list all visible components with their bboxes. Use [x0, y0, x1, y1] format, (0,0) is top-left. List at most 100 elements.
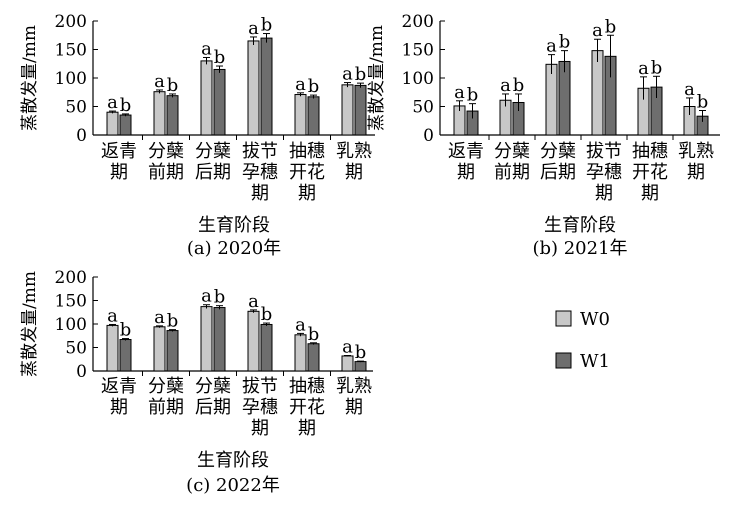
x-tick-label: 期 [345, 397, 363, 418]
legend: W0 W1 [555, 309, 610, 372]
y-tick-label: 0 [76, 126, 87, 146]
x-tick-label: 返青 [101, 376, 137, 397]
significance-label: a [454, 82, 465, 103]
significance-label: a [592, 20, 603, 41]
x-tick-label: 分蘖 [148, 376, 184, 397]
bar-w1 [213, 307, 226, 372]
significance-label: a [107, 92, 118, 113]
x-tick-label: 孕穗 [242, 162, 278, 183]
panel-caption: (b) 2021年 [532, 238, 627, 259]
legend-item-w1: W1 [555, 351, 610, 372]
y-tick-label: 200 [55, 12, 87, 32]
y-axis-label: 蒸散发量/mm [20, 25, 40, 131]
x-tick-label: 期 [298, 418, 316, 439]
significance-label: b [355, 64, 367, 85]
significance-label: a [500, 75, 511, 96]
x-tick-label: 拔节 [586, 141, 622, 162]
y-tick-label: 200 [55, 268, 87, 288]
significance-label: b [605, 16, 617, 37]
bar-w1 [307, 343, 320, 372]
y-tick-label: 100 [55, 69, 87, 89]
x-tick-label: 抽穗 [289, 141, 325, 162]
bar-w0 [247, 40, 260, 136]
bar-w0 [591, 50, 604, 136]
bar-w1 [260, 323, 273, 372]
x-tick-label: 前期 [494, 162, 530, 183]
x-tick-label: 分蘖 [540, 141, 576, 162]
significance-label: a [201, 38, 212, 59]
significance-label: a [154, 71, 165, 92]
bar-w1 [354, 84, 367, 136]
significance-label: a [295, 74, 306, 95]
significance-label: a [295, 314, 306, 335]
significance-label: a [107, 305, 118, 326]
panel-caption: (c) 2022年 [186, 475, 280, 496]
significance-label: a [248, 291, 259, 312]
x-axis-label: 生育阶段 [544, 215, 616, 236]
legend-swatch [555, 310, 572, 327]
y-axis-label: 蒸散发量/mm [20, 271, 40, 377]
y-tick-label: 50 [65, 98, 87, 118]
bar-w0 [200, 306, 213, 372]
bar-w1 [166, 95, 179, 136]
bar-w0 [341, 355, 354, 372]
significance-label: a [638, 58, 649, 79]
x-tick-label: 后期 [195, 397, 231, 418]
significance-label: b [167, 311, 179, 332]
significance-label: a [154, 307, 165, 328]
x-tick-label: 乳熟 [336, 141, 372, 162]
panel-caption: (a) 2020年 [187, 238, 281, 259]
x-tick-label: 乳熟 [336, 376, 372, 397]
significance-label: a [342, 336, 353, 357]
bar-w1 [260, 37, 273, 136]
x-tick-label: 乳熟 [678, 141, 714, 162]
x-tick-label: 期 [457, 162, 475, 183]
significance-label: a [684, 79, 695, 100]
y-tick-label: 100 [402, 69, 434, 89]
significance-label: b [308, 324, 320, 345]
bar-w1 [166, 330, 179, 372]
significance-label: a [546, 36, 557, 57]
x-tick-label: 开花 [289, 162, 325, 183]
bar-w0 [247, 310, 260, 372]
x-axis-label: 生育阶段 [198, 215, 270, 236]
significance-label: b [261, 304, 273, 325]
significance-label: b [167, 75, 179, 96]
y-tick-label: 150 [402, 41, 434, 61]
x-tick-label: 拔节 [242, 141, 278, 162]
significance-label: b [308, 76, 320, 97]
y-axis-label: 蒸散发量/mm [367, 25, 387, 131]
significance-label: b [214, 47, 226, 68]
bar-w1 [558, 60, 571, 136]
legend-label: W1 [580, 351, 610, 372]
x-tick-label: 返青 [448, 141, 484, 162]
significance-label: b [214, 287, 226, 308]
x-tick-label: 期 [687, 162, 705, 183]
x-tick-label: 分蘖 [148, 141, 184, 162]
bar-w0 [545, 63, 558, 136]
x-tick-label: 前期 [148, 162, 184, 183]
y-tick-label: 150 [55, 292, 87, 312]
significance-label: b [355, 342, 367, 363]
bar-w0 [153, 91, 166, 136]
y-tick-label: 150 [55, 41, 87, 61]
significance-label: b [697, 91, 709, 112]
bar-w0 [341, 84, 354, 136]
x-tick-label: 期 [110, 162, 128, 183]
x-tick-label: 期 [110, 397, 128, 418]
y-tick-label: 50 [65, 339, 87, 359]
legend-swatch [555, 352, 572, 369]
significance-label: b [559, 32, 571, 53]
x-tick-label: 期 [641, 183, 659, 204]
y-tick-label: 0 [76, 362, 87, 382]
y-tick-label: 100 [55, 315, 87, 335]
x-tick-label: 孕穗 [586, 162, 622, 183]
significance-label: a [248, 18, 259, 39]
significance-label: a [342, 64, 353, 85]
x-tick-label: 分蘖 [494, 141, 530, 162]
x-axis-label: 生育阶段 [197, 450, 269, 471]
